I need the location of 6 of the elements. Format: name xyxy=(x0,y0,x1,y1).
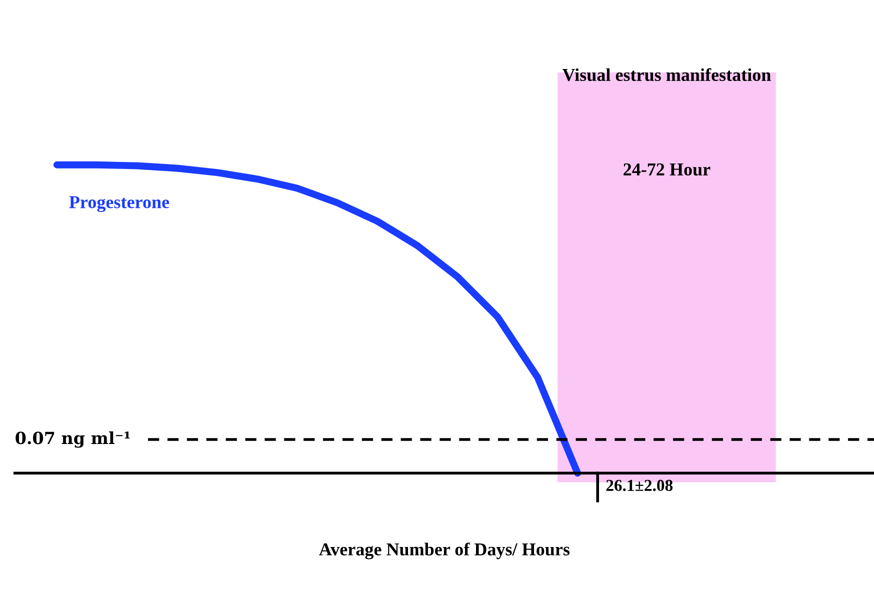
text: Visual estrus manifestation xyxy=(562,68,771,82)
text: 26.1±2.08 xyxy=(606,480,673,492)
x-axis-title: Average Number of Days/ Hours xyxy=(319,542,570,560)
ref-line-label: 0.07 ng ml⁻¹ xyxy=(16,431,130,448)
series-label: Progesterone xyxy=(69,196,170,212)
annotation: 24-72 Hour xyxy=(624,163,710,176)
